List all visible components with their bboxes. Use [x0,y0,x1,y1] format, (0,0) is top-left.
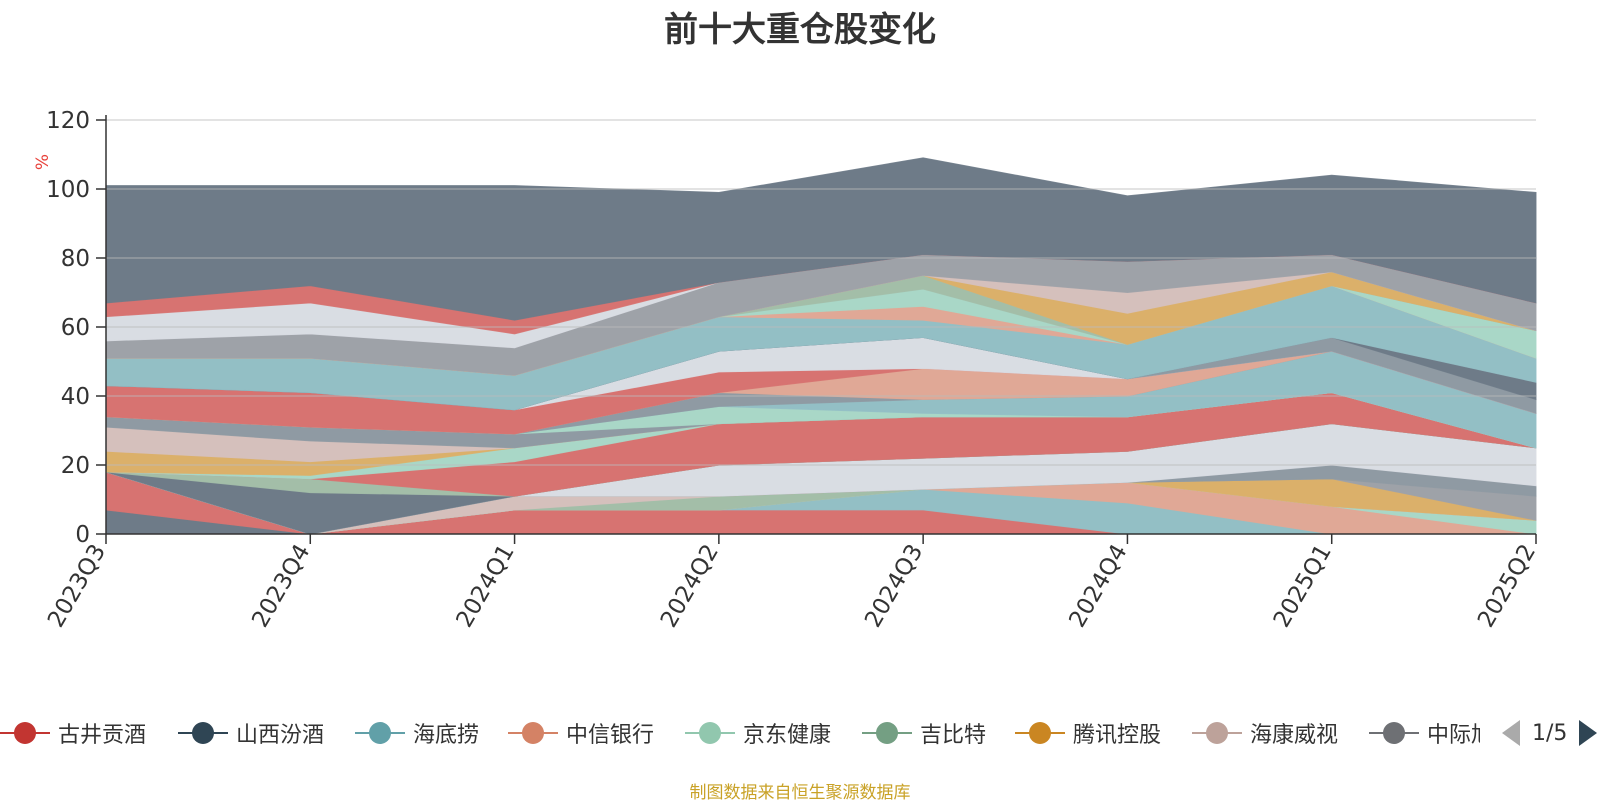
chart-title: 前十大重仓股变化 [664,10,936,50]
legend-label: 京东健康 [743,723,832,748]
area-layer [105,157,1537,535]
legend-marker-icon [508,722,558,744]
legend-item[interactable]: 古井贡酒 [0,713,146,753]
legend-marker-icon [178,722,228,744]
legend-item[interactable]: 吉比特 [862,713,986,753]
y-tick-label: 0 [75,522,90,548]
legend-marker-icon [1369,722,1419,744]
x-tick-label: 2024Q2 [656,540,724,632]
next-page-icon[interactable] [1577,718,1599,748]
legend-item[interactable]: 海底捞 [355,713,479,753]
legend-item[interactable]: 腾讯控股 [1015,713,1161,753]
legend-item[interactable]: 京东健康 [685,713,831,753]
legend-marker-icon [685,722,735,744]
area-series-36 [105,157,1537,321]
x-tick-label: 2025Q2 [1473,540,1541,632]
legend-marker-icon [355,722,405,744]
legend-label: 山西汾酒 [236,723,325,748]
x-tick-label: 2023Q4 [247,540,315,632]
y-tick-label: 120 [46,108,90,134]
legend-item[interactable]: 山西汾酒 [178,713,324,753]
legend-item[interactable]: 中际旭 [1369,713,1480,753]
x-tick-label: 2025Q1 [1269,540,1337,632]
x-tick-label: 2024Q4 [1064,540,1132,632]
legend-label: 中际旭 [1427,723,1480,748]
legend-marker-icon [0,722,50,744]
y-tick-label: 40 [61,384,90,410]
y-tick-label: 80 [61,246,90,272]
x-tick-label: 2023Q3 [43,540,111,632]
x-tick-label: 2024Q1 [452,540,520,632]
legend-label: 海底捞 [413,723,480,748]
legend-label: 海康威视 [1250,723,1339,748]
legend-label: 古井贡酒 [58,723,147,748]
legend-marker-icon [1192,722,1242,744]
legend-label: 吉比特 [920,723,987,748]
legend-item[interactable]: 中信银行 [508,713,654,753]
legend-marker-icon [862,722,912,744]
y-tick-label: 20 [61,453,90,479]
prev-page-icon[interactable] [1500,718,1522,748]
legend-pager: 1/5 [1500,718,1599,748]
y-axis-label: % [33,154,53,170]
stacked-area-chart: 0 20 40 60 80 100 120% 2023Q3 2023Q4 2024Q1 2024Q2… [33,108,1541,632]
y-tick-label: 60 [61,315,90,341]
legend-label: 中信银行 [566,723,655,748]
legend-item[interactable]: 海康威视 [1192,713,1338,753]
legend-marker-icon [1015,722,1065,744]
legend-page-indicator: 1/5 [1532,720,1568,746]
x-tick-label: 2024Q3 [860,540,928,632]
y-tick-label: 100 [46,177,90,203]
legend-label: 腾讯控股 [1073,723,1162,748]
legend: 古井贡酒 山西汾酒 海底捞 中信银行 京东健康 吉比特 腾讯控股 海康威视 中际旭 [0,713,1480,753]
source-note: 制图数据来自恒生聚源数据库 [689,783,911,803]
